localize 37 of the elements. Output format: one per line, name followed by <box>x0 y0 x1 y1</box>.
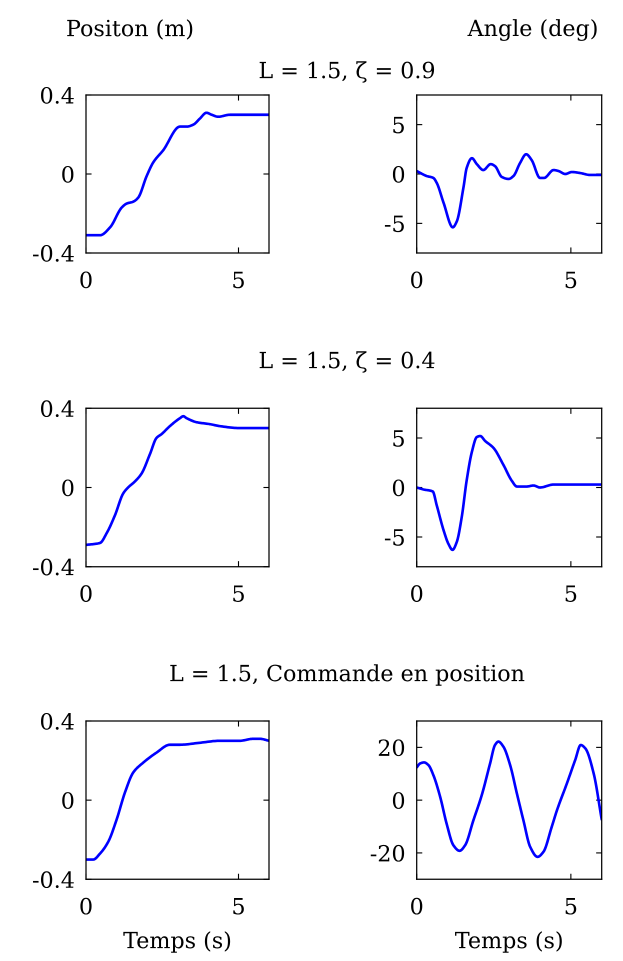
y-tick-label: -0.4 <box>33 558 74 576</box>
y-tick-label: -20 <box>370 844 404 862</box>
y-tick-label: -0.4 <box>33 244 74 262</box>
text: L = 1.5, Commande en position <box>170 664 524 686</box>
y-tick-label: -5 <box>384 216 404 232</box>
y-axis-title: Positon (m) <box>67 19 192 40</box>
x-tick-label: 5 <box>233 898 244 915</box>
x-axis-title: Temps (s) <box>123 931 230 953</box>
text: L = 1.5, ζ = 0.4 <box>260 351 434 373</box>
x-tick-label: 0 <box>80 271 92 288</box>
y-tick-label: 0.4 <box>41 712 74 730</box>
y-axis-title: Angle (deg) <box>467 19 597 41</box>
x-tick-label: 5 <box>566 898 576 915</box>
x-axis-title: Temps (s) <box>455 931 562 953</box>
x-tick-label: 5 <box>233 585 244 602</box>
x-tick-label: 5 <box>233 272 244 288</box>
x-tick-label: 0 <box>411 898 422 915</box>
x-tick-label: 5 <box>566 272 576 288</box>
text: L = 1.5, ζ = 0.9 <box>260 61 434 83</box>
y-tick-label: 0 <box>392 792 404 809</box>
y-tick-label: 0.4 <box>41 86 74 104</box>
y-tick-label: 0 <box>62 792 74 809</box>
x-tick-label: 0 <box>411 271 422 288</box>
y-tick-label: 0 <box>392 166 404 183</box>
x-tick-label: 0 <box>80 898 92 915</box>
y-tick-label: 0 <box>392 479 404 496</box>
y-tick-label: 5 <box>393 116 404 134</box>
x-tick-label: 0 <box>411 585 422 602</box>
y-tick-label: 0 <box>62 166 74 183</box>
y-tick-label: 20 <box>378 739 404 756</box>
y-tick-label: -5 <box>384 529 404 546</box>
y-tick-label: 5 <box>393 430 404 447</box>
y-tick-label: 0 <box>62 479 74 496</box>
y-tick-label: -0.4 <box>33 871 74 888</box>
x-tick-label: 5 <box>566 585 576 602</box>
y-tick-label: 0.4 <box>41 400 74 418</box>
x-tick-label: 0 <box>80 585 92 602</box>
